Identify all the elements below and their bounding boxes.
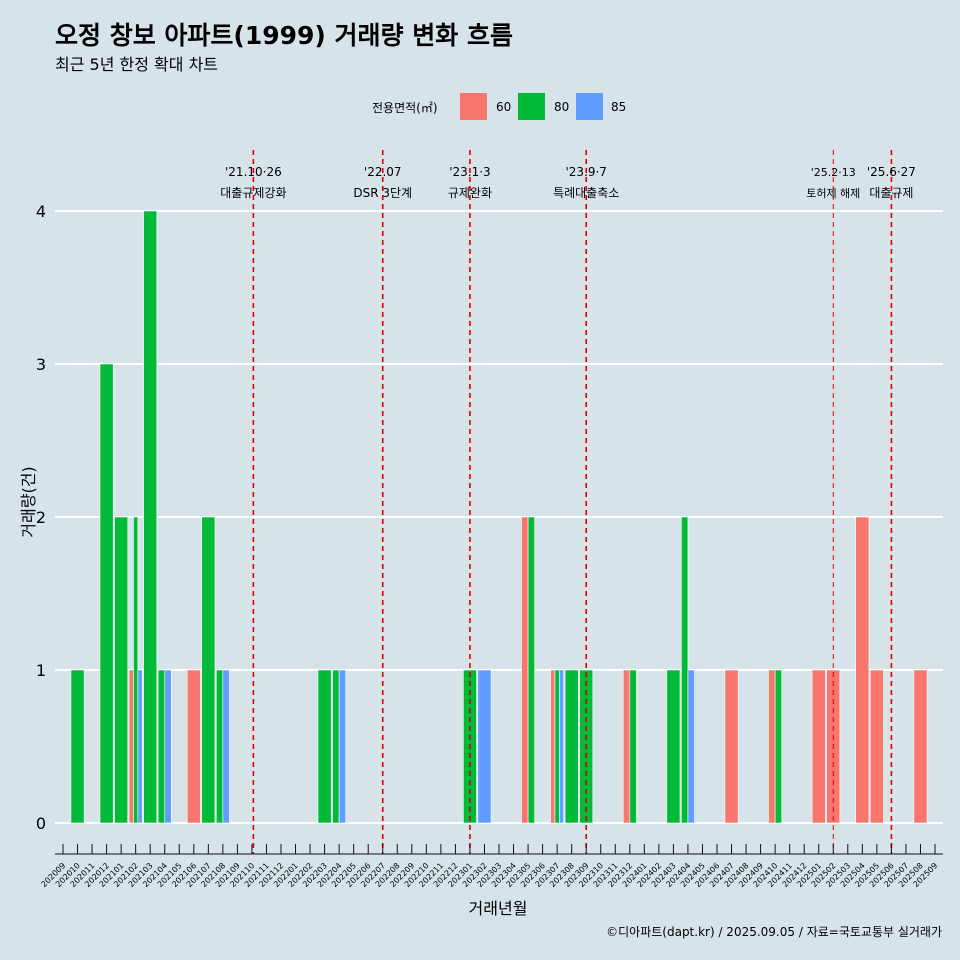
bar-202312-80 [629, 669, 637, 824]
chart-title: 오정 창보 아파트(1999) 거래량 변화 흐름 [55, 21, 513, 50]
bar-202305-60 [521, 516, 529, 824]
bar-202410-80 [774, 669, 783, 824]
legend-swatch-60 [460, 93, 487, 120]
x-axis: 2020092020102020112020122021012021022021… [39, 844, 943, 889]
bar-202203-80 [317, 669, 332, 824]
y-tick-label: 2 [36, 508, 46, 527]
event-date: '25.2·13 [811, 166, 856, 179]
y-axis-ticks: 0 1 2 3 4 [36, 202, 46, 833]
y-tick-label: 0 [36, 814, 46, 833]
bar-202204-85 [338, 669, 347, 824]
legend-label-80: 80 [554, 100, 569, 114]
bar-202508-60 [913, 669, 928, 824]
bar-202501-60 [811, 669, 826, 824]
bar-202102-60 [128, 669, 134, 824]
event-date: '23.1·3 [449, 165, 490, 179]
y-axis-title: 거래량(건) [19, 466, 38, 537]
bar-202010-80 [70, 669, 85, 824]
bar-202312-60 [622, 669, 631, 824]
bar-202404-80 [681, 516, 689, 824]
y-tick-label: 1 [36, 661, 46, 680]
legend-swatch-85 [576, 93, 603, 120]
event-label: DSR 3단계 [353, 186, 412, 200]
bar-202403-80 [666, 669, 681, 824]
bar-202404-85 [687, 669, 695, 824]
bar-202106-60 [186, 669, 201, 824]
legend-label-85: 85 [611, 100, 626, 114]
event-date: '21.10·26 [225, 165, 282, 179]
bar-202505-60 [869, 669, 884, 824]
bar-202410-60 [768, 669, 776, 824]
bar-202101-80 [114, 516, 129, 824]
bar-202307-80 [554, 669, 560, 824]
bar-202102-85 [137, 669, 143, 824]
event-markers: '21.10·26 대출규제강화 '22.07 DSR 3단계 '23.1·3 규제완화 '… [220, 150, 916, 854]
bar-202104-80 [157, 669, 166, 824]
event-label: 대출규제 [869, 186, 913, 200]
legend-title: 전용면적(㎡) [372, 101, 438, 115]
bar-202012-80 [99, 363, 114, 824]
event-label: 규제완화 [448, 186, 492, 200]
bar-202305-80 [527, 516, 535, 824]
event-date: '23.9·7 [565, 165, 606, 179]
bar-202108-85 [222, 669, 230, 824]
bar-202307-85 [559, 669, 565, 824]
chart-subtitle: 최근 5년 한정 확대 차트 [55, 55, 218, 74]
event-label: 토허제 해제 [806, 186, 860, 200]
event-label: 특례대출축소 [553, 186, 619, 200]
bar-202104-85 [164, 669, 172, 824]
bar-202103-80 [143, 210, 158, 824]
legend-swatch-80 [518, 93, 545, 120]
bar-202107-80 [201, 516, 216, 824]
bar-202102-80 [133, 516, 139, 824]
y-tick-label: 4 [36, 202, 46, 221]
bar-202108-80 [215, 669, 224, 824]
caption: ©디아파트(dapt.kr) / 2025.09.05 / 자료=국토교통부 실… [606, 925, 942, 939]
bar-202407-60 [724, 669, 739, 824]
bar-202307-60 [550, 669, 556, 824]
bar-202308-80 [564, 669, 579, 824]
y-tick-label: 3 [36, 355, 46, 374]
legend: 전용면적(㎡) 60 80 85 [372, 93, 626, 120]
bar-202504-60 [855, 516, 870, 824]
event-date: '22.07 [364, 165, 402, 179]
x-axis-title: 거래년월 [469, 899, 528, 918]
event-label: 대출규제강화 [220, 186, 286, 200]
event-date: '25.6·27 [867, 165, 916, 179]
bar-202302-85 [477, 669, 492, 824]
legend-label-60: 60 [496, 100, 511, 114]
bar-202204-80 [332, 669, 340, 824]
